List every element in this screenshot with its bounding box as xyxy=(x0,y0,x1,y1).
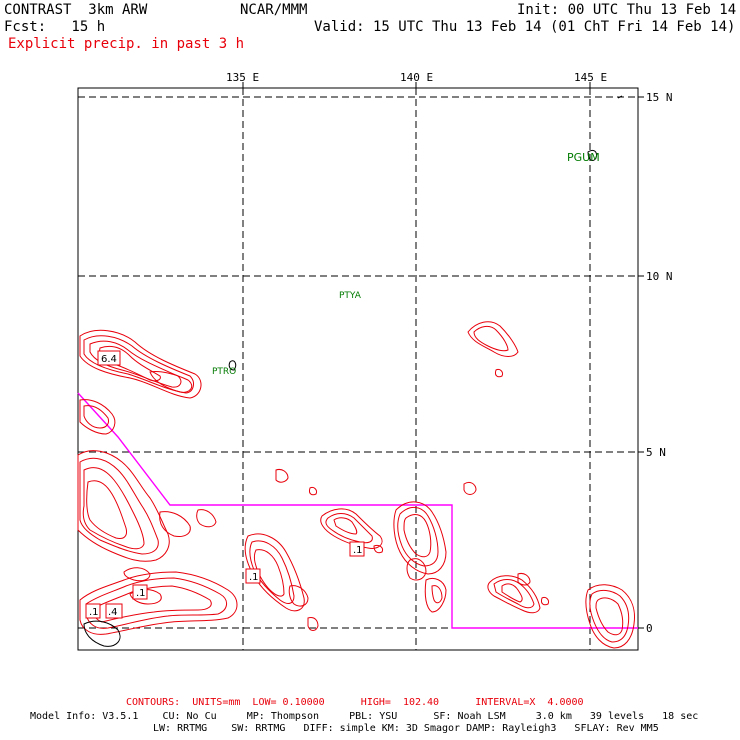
black-contour xyxy=(83,620,121,647)
lat-label-5: 5 N xyxy=(646,446,666,459)
contour-label-center: .1 xyxy=(353,545,363,556)
lat-label-0: 0 xyxy=(646,622,653,635)
contour-label-corner-b: .4 xyxy=(108,607,118,618)
lat-label-15: 15 N xyxy=(646,91,673,104)
contour-label-corner-a: .1 xyxy=(89,607,99,618)
station-ptya: PTYA xyxy=(339,291,362,301)
contour-label-southwest: .1 xyxy=(136,588,146,599)
contour-info: CONTOURS: UNITS=mm LOW= 0.10000 HIGH= 10… xyxy=(126,697,584,708)
contour-value-labels: 6.4 .1 .1 .1 .1 .4 xyxy=(85,350,365,619)
map-frame xyxy=(77,87,639,651)
frame-ticks xyxy=(242,82,644,629)
org-label: NCAR/MMM xyxy=(240,2,308,18)
coastlines xyxy=(228,95,623,371)
init-time: Init: 00 UTC Thu 13 Feb 14 xyxy=(517,2,737,18)
valid-time: Valid: 15 UTC Thu 13 Feb 14 (01 ChT Fri … xyxy=(314,19,736,35)
lon-label-135: 135 E xyxy=(226,71,259,84)
model-info-line-1: Model Info: V3.5.1 CU: No Cu MP: Thompso… xyxy=(30,711,699,722)
model-info-line-2: LW: RRTMG SW: RRTMG DIFF: simple KM: 3D … xyxy=(153,723,659,734)
contour-label-6-4: 6.4 xyxy=(101,354,117,365)
forecast-hour: Fcst: 15 h xyxy=(4,19,106,35)
precip-contours xyxy=(77,321,635,649)
model-title: CONTRAST 3km ARW xyxy=(4,2,148,18)
contour-label-south: .1 xyxy=(249,572,259,583)
lat-label-10: 10 N xyxy=(646,270,673,283)
station-ptro: PTRO xyxy=(212,367,236,377)
lon-label-145: 145 E xyxy=(574,71,607,84)
station-pgum: PGUM xyxy=(567,151,600,164)
domain-boundary xyxy=(77,392,638,629)
field-name: Explicit precip. in past 3 h xyxy=(8,36,245,52)
lon-label-140: 140 E xyxy=(400,71,433,84)
